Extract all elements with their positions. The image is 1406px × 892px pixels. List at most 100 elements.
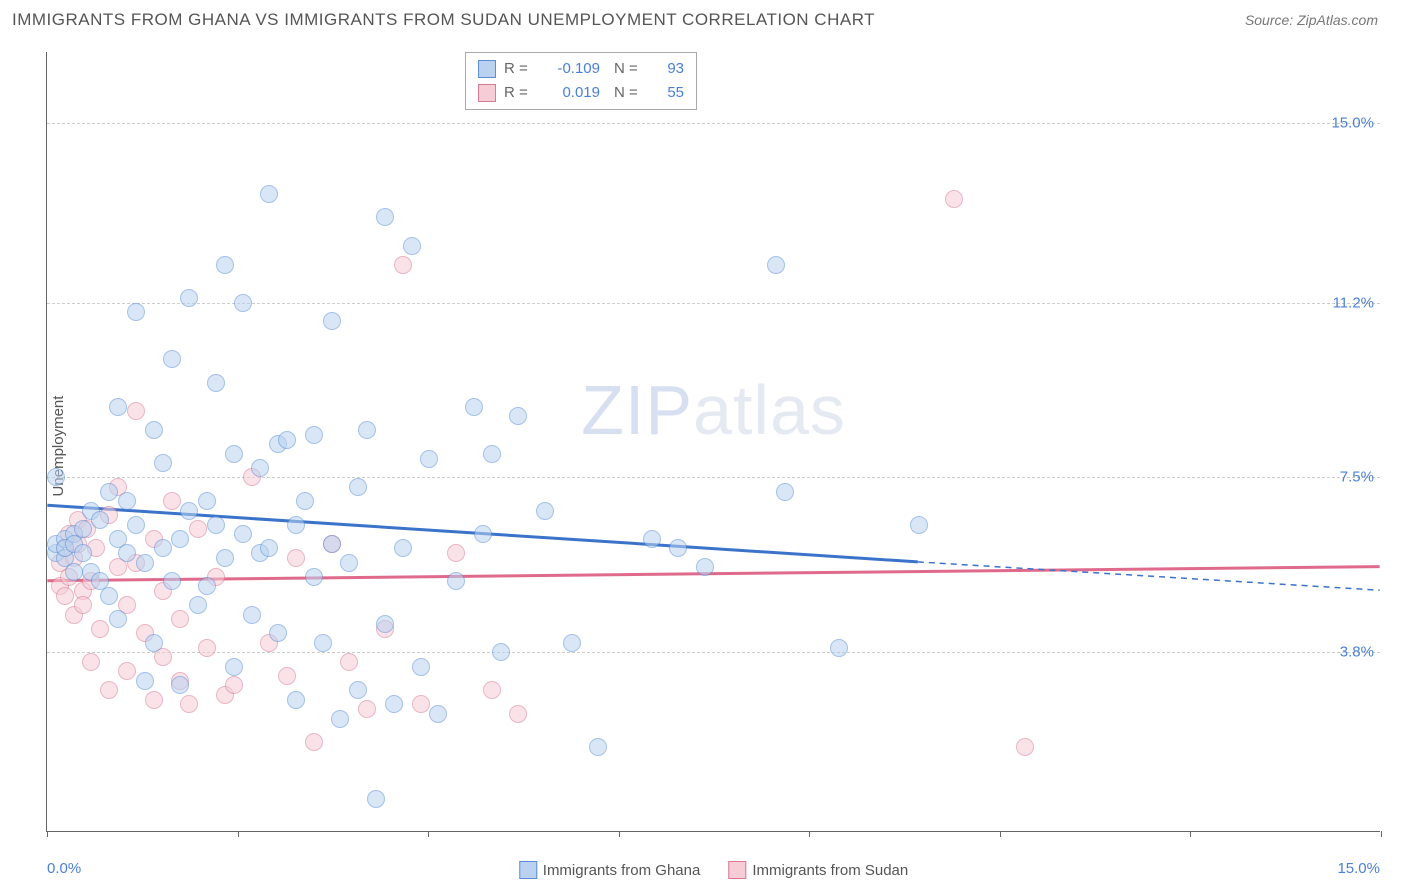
data-point xyxy=(118,544,136,562)
data-point xyxy=(74,544,92,562)
data-point xyxy=(483,445,501,463)
correlation-legend: R = -0.109 N = 93 R = 0.019 N = 55 xyxy=(465,52,697,110)
data-point xyxy=(420,450,438,468)
xtick-min: 0.0% xyxy=(47,860,81,877)
xtick xyxy=(238,831,239,837)
data-point xyxy=(171,530,189,548)
data-point xyxy=(154,454,172,472)
chart-header: IMMIGRANTS FROM GHANA VS IMMIGRANTS FROM… xyxy=(0,0,1406,36)
data-point xyxy=(429,705,447,723)
data-point xyxy=(376,208,394,226)
legend-row-sudan: R = 0.019 N = 55 xyxy=(478,81,684,105)
xtick xyxy=(1381,831,1382,837)
data-point xyxy=(287,549,305,567)
data-point xyxy=(207,516,225,534)
data-point xyxy=(207,374,225,392)
ytick-label: 7.5% xyxy=(1340,469,1374,486)
data-point xyxy=(260,185,278,203)
data-point xyxy=(180,502,198,520)
legend-item-ghana: Immigrants from Ghana xyxy=(519,861,701,879)
chart-title: IMMIGRANTS FROM GHANA VS IMMIGRANTS FROM… xyxy=(12,10,875,30)
data-point xyxy=(189,596,207,614)
data-point xyxy=(305,426,323,444)
series-legend: Immigrants from Ghana Immigrants from Su… xyxy=(519,861,908,879)
data-point xyxy=(349,478,367,496)
data-point xyxy=(163,492,181,510)
data-point xyxy=(945,190,963,208)
gridline-h xyxy=(47,652,1380,653)
data-point xyxy=(340,554,358,572)
data-point xyxy=(447,544,465,562)
ytick-label: 3.8% xyxy=(1340,644,1374,661)
data-point xyxy=(100,587,118,605)
data-point xyxy=(145,421,163,439)
data-point xyxy=(447,572,465,590)
data-point xyxy=(563,634,581,652)
data-point xyxy=(145,691,163,709)
data-point xyxy=(349,681,367,699)
data-point xyxy=(305,733,323,751)
data-point xyxy=(358,700,376,718)
data-point xyxy=(296,492,314,510)
data-point xyxy=(127,516,145,534)
xtick xyxy=(1000,831,1001,837)
data-point xyxy=(536,502,554,520)
data-point xyxy=(225,658,243,676)
data-point xyxy=(589,738,607,756)
data-point xyxy=(180,695,198,713)
data-point xyxy=(171,676,189,694)
data-point xyxy=(696,558,714,576)
ytick-label: 15.0% xyxy=(1331,114,1374,131)
data-point xyxy=(465,398,483,416)
data-point xyxy=(340,653,358,671)
data-point xyxy=(91,511,109,529)
data-point xyxy=(643,530,661,548)
data-point xyxy=(234,525,252,543)
data-point xyxy=(154,539,172,557)
data-point xyxy=(74,596,92,614)
data-point xyxy=(145,634,163,652)
legend-row-ghana: R = -0.109 N = 93 xyxy=(478,57,684,81)
data-point xyxy=(243,606,261,624)
data-point xyxy=(225,445,243,463)
data-point xyxy=(331,710,349,728)
xtick xyxy=(619,831,620,837)
data-point xyxy=(412,695,430,713)
data-point xyxy=(260,539,278,557)
data-point xyxy=(474,525,492,543)
data-point xyxy=(287,691,305,709)
data-point xyxy=(163,572,181,590)
data-point xyxy=(91,620,109,638)
data-point xyxy=(56,587,74,605)
data-point xyxy=(394,256,412,274)
data-point xyxy=(198,639,216,657)
data-point xyxy=(287,516,305,534)
swatch-blue xyxy=(519,861,537,879)
data-point xyxy=(376,615,394,633)
data-point xyxy=(278,667,296,685)
data-point xyxy=(180,289,198,307)
data-point xyxy=(830,639,848,657)
data-point xyxy=(1016,738,1034,756)
data-point xyxy=(367,790,385,808)
xtick-max: 15.0% xyxy=(1337,860,1380,877)
data-point xyxy=(509,407,527,425)
ytick-label: 11.2% xyxy=(1333,294,1374,311)
chart-source: Source: ZipAtlas.com xyxy=(1245,12,1378,28)
data-point xyxy=(385,695,403,713)
data-point xyxy=(109,398,127,416)
data-point xyxy=(189,520,207,538)
xtick xyxy=(428,831,429,837)
trend-lines-layer xyxy=(47,52,1380,831)
data-point xyxy=(492,643,510,661)
data-point xyxy=(171,610,189,628)
data-point xyxy=(198,492,216,510)
scatter-plot-area: ZIPatlas R = -0.109 N = 93 R = 0.019 N =… xyxy=(46,52,1380,832)
data-point xyxy=(127,303,145,321)
data-point xyxy=(323,312,341,330)
data-point xyxy=(100,681,118,699)
xtick xyxy=(1190,831,1191,837)
data-point xyxy=(358,421,376,439)
data-point xyxy=(669,539,687,557)
xtick xyxy=(809,831,810,837)
